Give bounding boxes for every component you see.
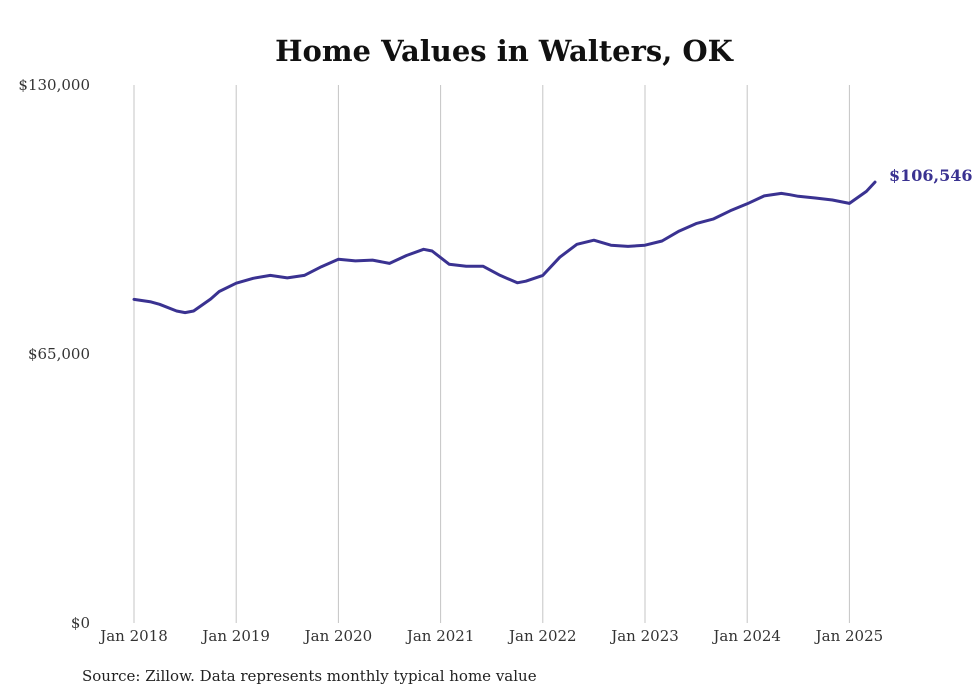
data-point [695,222,697,225]
data-point [865,190,868,193]
data-point [218,290,220,293]
vertical-gridlines [133,85,850,623]
data-point [848,202,851,205]
x-tick-label: Jan 2023 [609,627,679,645]
chart-title: Home Values in Walters, OK [275,34,735,68]
y-tick-label: $130,000 [18,76,90,94]
data-point [337,258,340,261]
x-tick-label: Jan 2025 [814,627,884,645]
data-point [286,277,289,279]
data-point [269,274,272,277]
data-point [405,254,408,257]
data-point [780,192,783,195]
data-point [252,277,254,280]
data-point [448,263,450,266]
data-point [516,282,519,284]
data-point [559,256,561,259]
data-point [133,298,135,301]
x-axis-ticks: Jan 2018 Jan 2019 Jan 2020 Jan 2021 Jan 2022… [98,627,883,645]
data-point [175,310,178,312]
series-layer [132,180,877,315]
x-tick-label: Jan 2024 [711,627,781,645]
data-point [184,311,186,314]
x-tick-label: Jan 2022 [507,627,577,645]
data-point [371,259,374,261]
data-point [712,218,714,220]
x-tick-label: Jan 2018 [98,627,168,645]
data-point [797,195,800,198]
data-point [465,265,468,268]
data-point [150,301,152,303]
data-point [192,310,195,312]
data-point [422,248,425,251]
data-point [814,197,817,199]
source-note: Source: Zillow. Data represents monthly … [82,667,537,685]
x-tick-label: Jan 2020 [303,627,373,645]
data-point [644,244,646,246]
data-point [874,181,876,183]
data-point [235,282,237,285]
data-point [576,243,578,246]
x-tick-label: Jan 2019 [200,627,270,645]
data-point [158,303,161,306]
data-point [831,199,834,201]
data-point [388,262,391,265]
y-tick-label: $65,000 [28,345,90,363]
series-line-0 [132,180,877,315]
data-point [678,230,680,232]
data-point [789,193,791,196]
data-point [542,274,544,277]
data-point [627,245,629,248]
data-point [482,265,485,268]
data-point [499,274,502,277]
data-point [320,265,323,268]
data-point [661,240,663,242]
data-point [593,239,595,241]
data-point [525,280,527,283]
data-point [354,260,357,262]
data-point [729,210,731,212]
x-tick-label: Jan 2021 [405,627,475,645]
end-value-label: $106,546 [889,166,973,185]
data-point [431,250,433,252]
y-tick-label: $0 [71,614,90,632]
data-point [209,298,212,300]
data-point [746,203,748,205]
y-axis-ticks: $0 $65,000 $130,000 [18,76,90,632]
data-point [763,195,765,197]
data-point [303,274,306,277]
data-point [610,244,612,246]
